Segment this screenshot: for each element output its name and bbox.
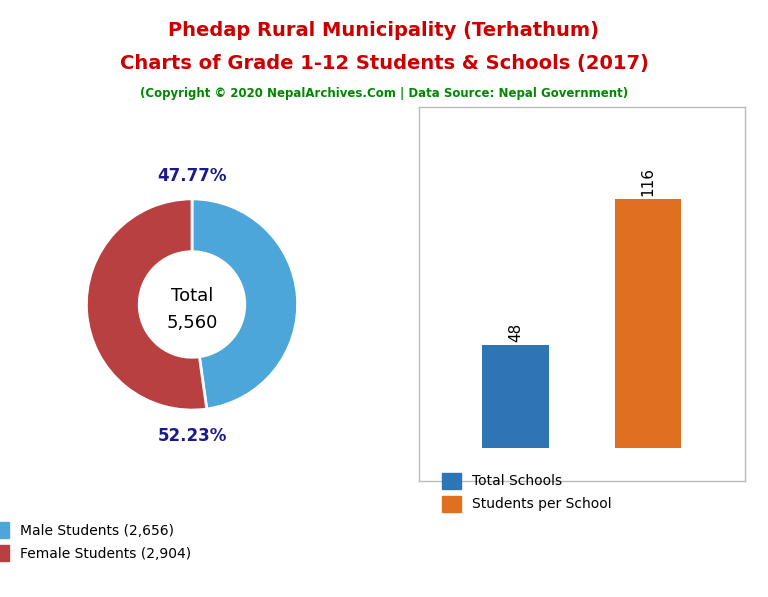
Text: 116: 116	[641, 167, 656, 196]
Text: 52.23%: 52.23%	[157, 427, 227, 445]
Text: (Copyright © 2020 NepalArchives.Com | Data Source: Nepal Government): (Copyright © 2020 NepalArchives.Com | Da…	[140, 87, 628, 100]
Text: Phedap Rural Municipality (Terhathum): Phedap Rural Municipality (Terhathum)	[168, 21, 600, 40]
Text: 5,560: 5,560	[167, 315, 217, 333]
Text: 48: 48	[508, 322, 523, 341]
Wedge shape	[87, 199, 207, 410]
Bar	[615, 199, 681, 448]
Wedge shape	[192, 199, 297, 409]
Text: Charts of Grade 1-12 Students & Schools (2017): Charts of Grade 1-12 Students & Schools …	[120, 54, 648, 73]
Legend: Total Schools, Students per School: Total Schools, Students per School	[442, 473, 612, 512]
Text: 47.77%: 47.77%	[157, 167, 227, 184]
Legend: Male Students (2,656), Female Students (2,904): Male Students (2,656), Female Students (…	[0, 522, 191, 561]
Text: Total: Total	[170, 287, 214, 305]
Bar	[482, 345, 548, 448]
